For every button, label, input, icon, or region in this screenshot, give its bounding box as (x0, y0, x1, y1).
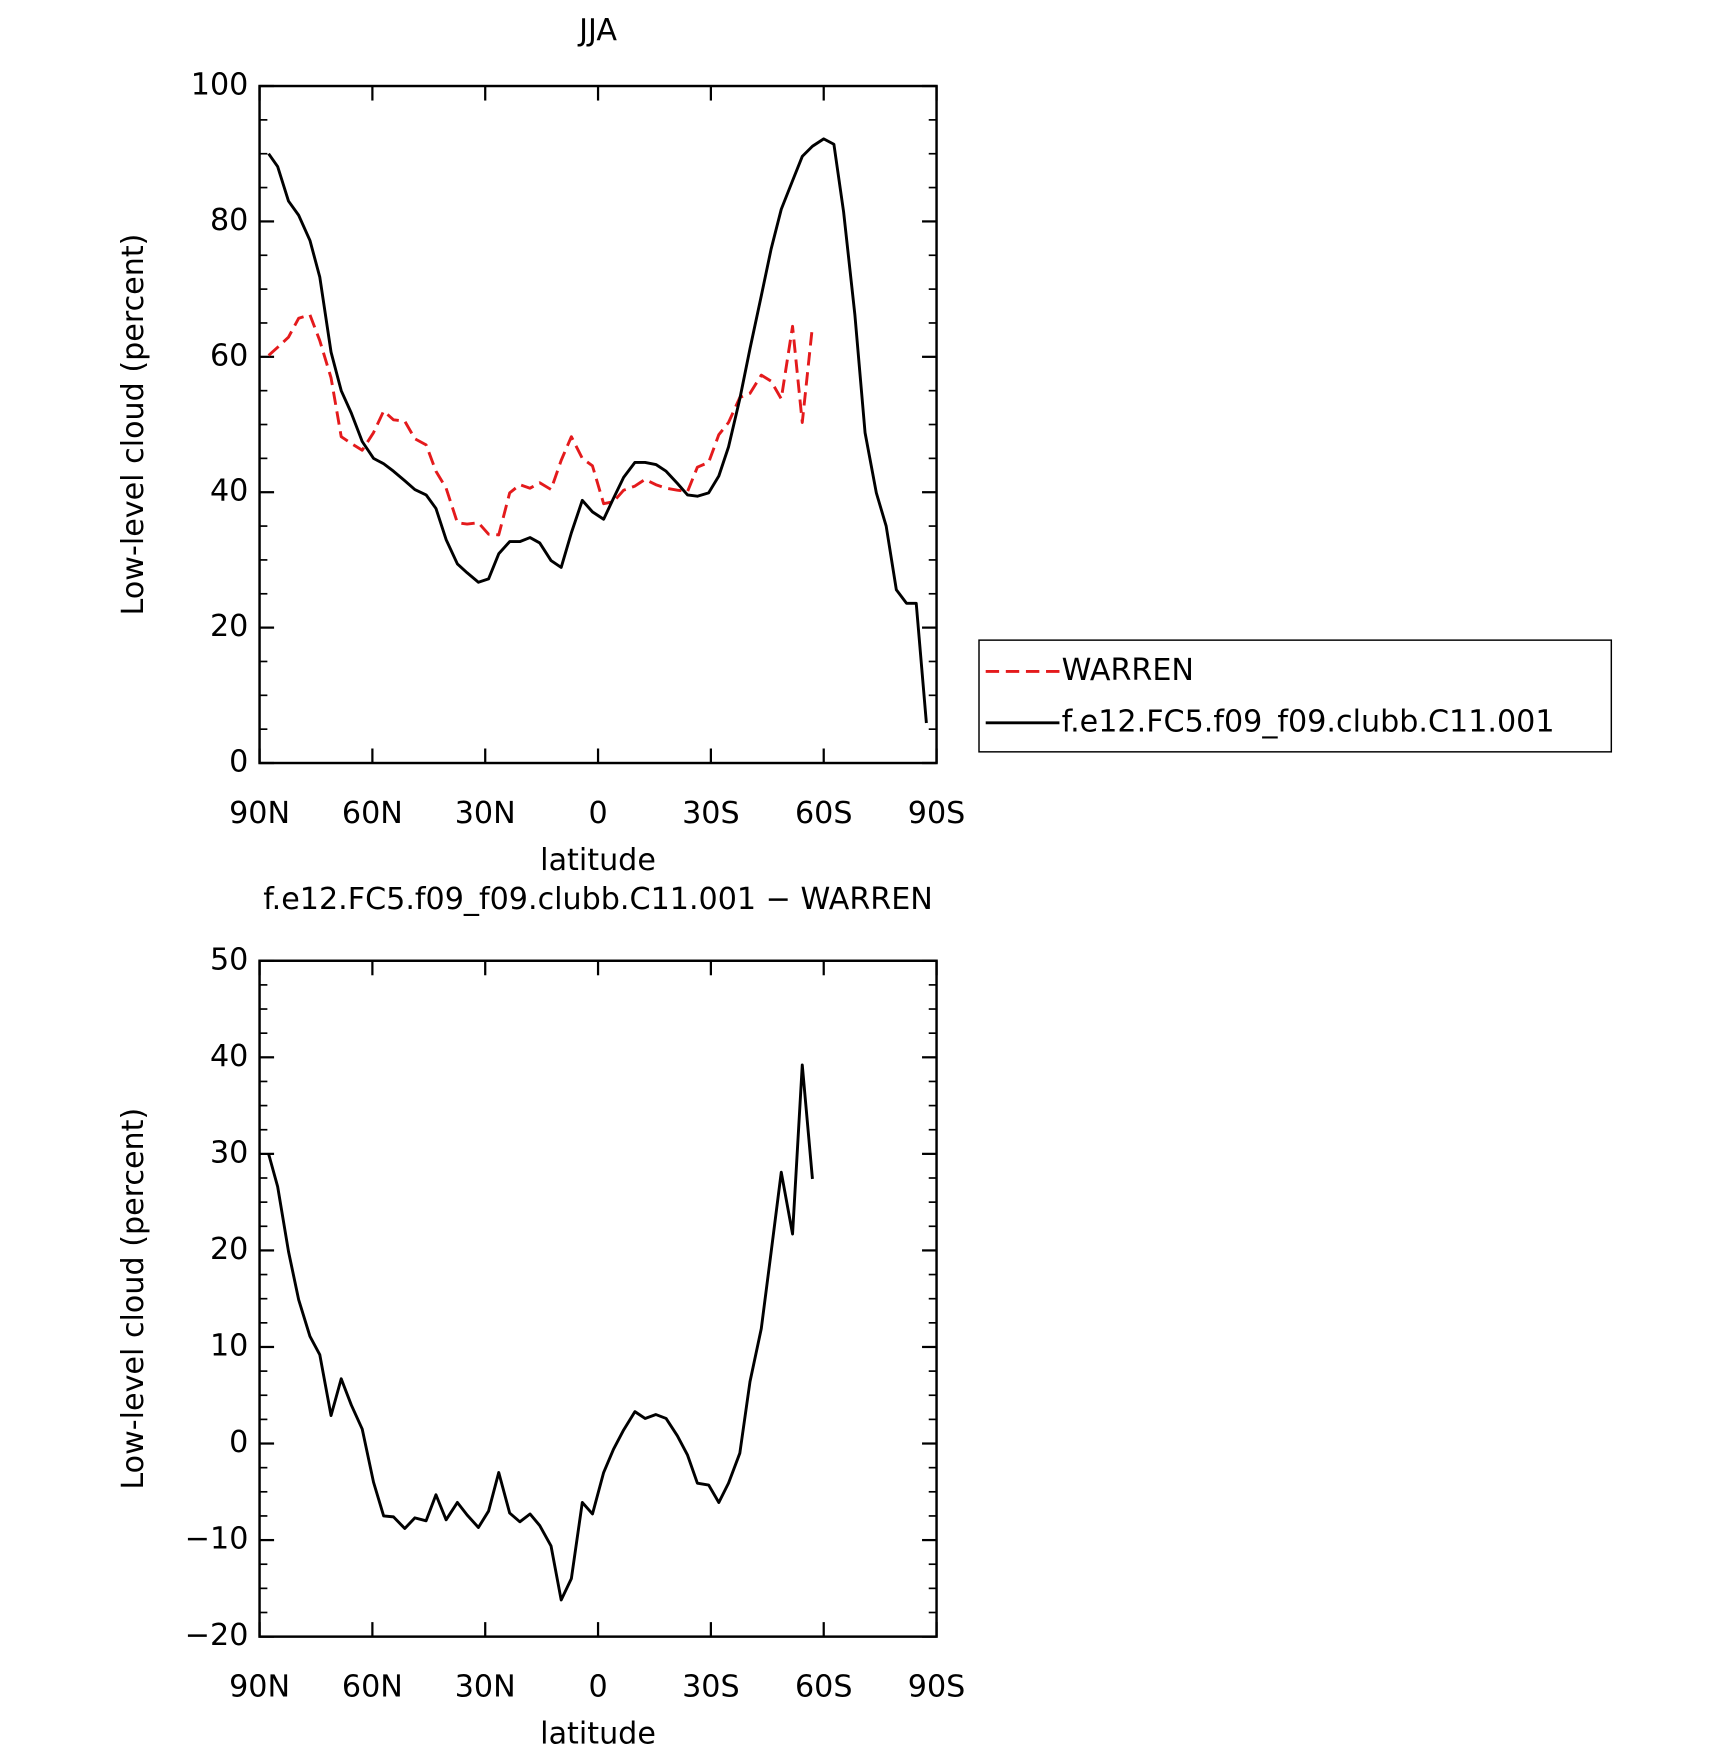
y-tick-label: 10 (210, 1328, 248, 1363)
chart-title: JJA (577, 13, 617, 48)
chart-title: f.e12.FC5.f09_f09.clubb.C11.001 − WARREN (263, 882, 933, 917)
x-tick-label: 0 (588, 1670, 607, 1705)
legend-box (978, 639, 1613, 753)
data-line (267, 313, 814, 537)
x-tick-label: 30S (682, 1670, 740, 1705)
y-tick-label: 0 (229, 745, 248, 780)
x-tick-label: 90S (908, 796, 966, 831)
x-tick-label: 0 (588, 796, 607, 831)
y-tick-label: 40 (210, 1039, 248, 1074)
x-tick-label: 90S (908, 1670, 966, 1705)
data-line (267, 1063, 814, 1602)
x-tick-label: 60S (795, 796, 853, 831)
legend-label: WARREN (1062, 653, 1194, 688)
y-tick-label: 0 (229, 1425, 248, 1460)
y-tick-label: 60 (210, 338, 248, 373)
y-tick-label: 20 (210, 1232, 248, 1267)
data-line (267, 137, 928, 724)
y-axis-label: Low-level cloud (percent) (116, 234, 151, 616)
x-tick-label: 90N (229, 796, 290, 831)
x-tick-label: 60S (795, 1670, 853, 1705)
legend-label: f.e12.FC5.f09_f09.clubb.C11.001 (1062, 704, 1555, 739)
y-tick-label: 100 (191, 68, 249, 103)
y-tick-label: 40 (210, 474, 248, 509)
x-tick-label: 30N (455, 1670, 516, 1705)
plot-frame (258, 84, 938, 765)
x-tick-label: 30S (682, 796, 740, 831)
x-axis-label: latitude (540, 1716, 656, 1745)
y-tick-label: 30 (210, 1135, 248, 1170)
y-tick-label: 50 (210, 942, 248, 977)
y-axis-label: Low-level cloud (percent) (116, 1108, 151, 1490)
y-tick-label: 80 (210, 203, 248, 238)
x-tick-label: 60N (342, 796, 403, 831)
y-tick-label: 20 (210, 609, 248, 644)
x-tick-label: 60N (342, 1670, 403, 1705)
y-tick-label: −10 (185, 1522, 249, 1557)
x-tick-label: 90N (229, 1670, 290, 1705)
y-tick-label: −20 (185, 1618, 249, 1653)
x-axis-label: latitude (540, 843, 656, 878)
x-tick-label: 30N (455, 796, 516, 831)
plot-frame (258, 959, 938, 1638)
